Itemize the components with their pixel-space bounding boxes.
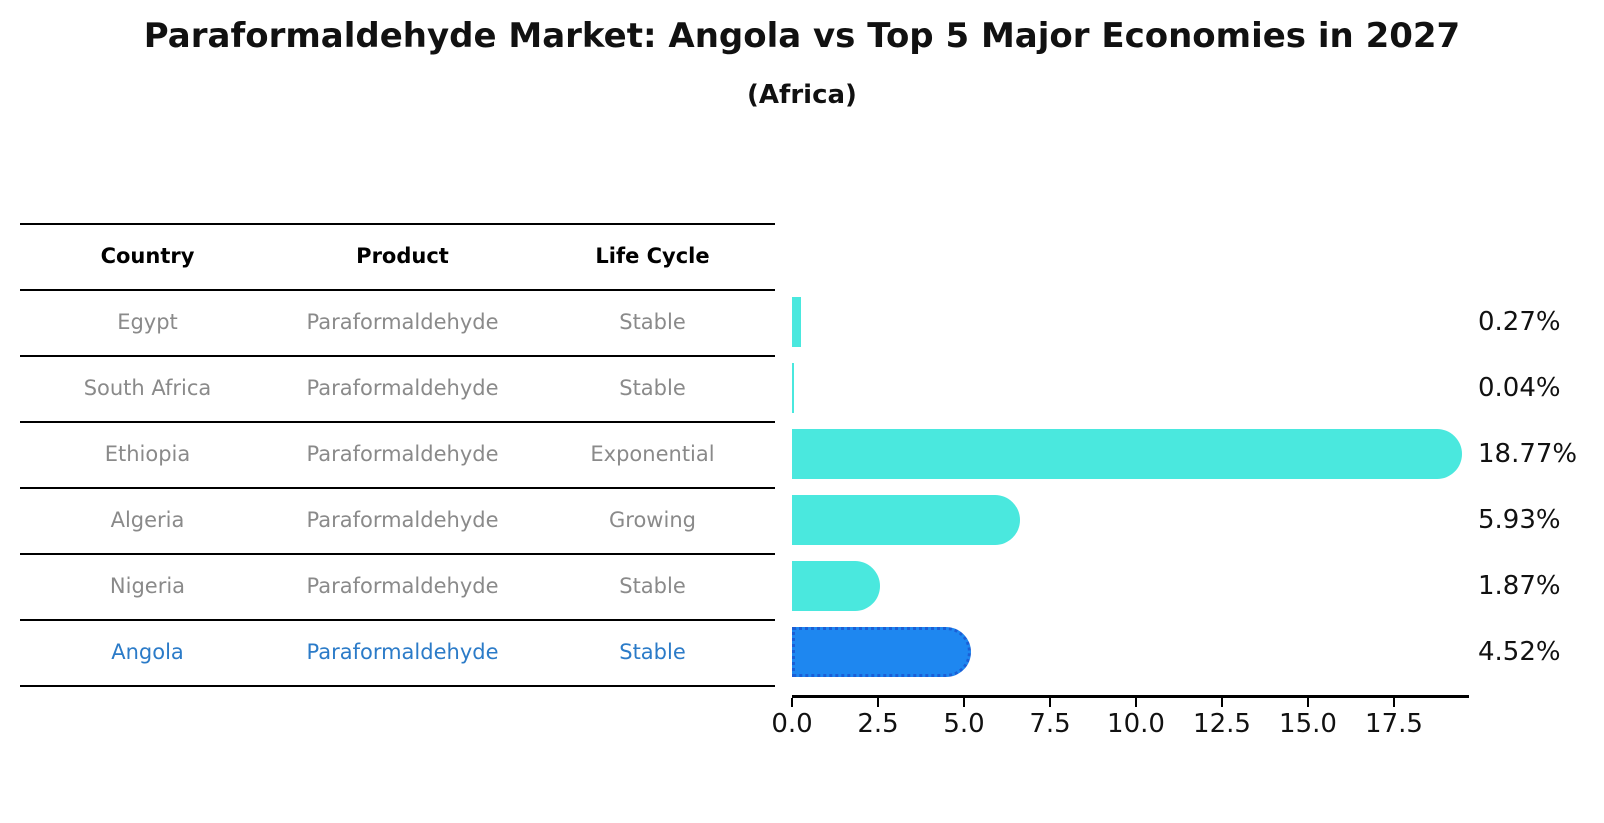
table-row: Nigeria Paraformaldehyde Stable [20, 553, 775, 619]
cell-life-cycle: Exponential [590, 442, 715, 466]
table-header-row: Country Product Life Cycle [20, 223, 775, 289]
cell-country: Ethiopia [104, 442, 191, 466]
value-label: 0.04% [1478, 373, 1561, 403]
bar-egypt [792, 297, 802, 347]
cell-country: Angola [111, 640, 184, 664]
row-divider [20, 685, 775, 687]
table-row: Egypt Paraformaldehyde Stable [20, 289, 775, 355]
x-tick [1135, 698, 1137, 707]
cell-product: Paraformaldehyde [306, 574, 499, 598]
x-tick-label: 7.5 [1029, 709, 1071, 739]
x-tick [1393, 698, 1395, 707]
table-row: Ethiopia Paraformaldehyde Exponential [20, 421, 775, 487]
cell-life-cycle: Stable [619, 310, 686, 334]
cell-product: Paraformaldehyde [306, 640, 499, 664]
x-axis-line [792, 695, 1469, 698]
x-tick-label: 2.5 [857, 709, 899, 739]
row-divider [20, 421, 775, 423]
value-label: 5.93% [1478, 505, 1561, 535]
cell-country: Egypt [117, 310, 178, 334]
table-row: Angola Paraformaldehyde Stable [20, 619, 775, 685]
row-divider [20, 487, 775, 489]
cell-product: Paraformaldehyde [306, 442, 499, 466]
table-row: Algeria Paraformaldehyde Growing [20, 487, 775, 553]
bar-ethiopia [792, 429, 1462, 479]
row-divider [20, 619, 775, 621]
header-cell-product: Product [356, 244, 449, 268]
cell-life-cycle: Growing [609, 508, 696, 532]
cell-life-cycle: Stable [619, 574, 686, 598]
x-tick-label: 15.0 [1279, 709, 1337, 739]
cell-country: South Africa [83, 376, 212, 400]
cell-product: Paraformaldehyde [306, 508, 499, 532]
cell-country: Algeria [110, 508, 185, 532]
row-divider [20, 223, 775, 225]
header-cell-life-cycle: Life Cycle [595, 244, 710, 268]
x-tick [791, 698, 793, 707]
cell-life-cycle: Stable [619, 376, 686, 400]
row-divider [20, 553, 775, 555]
cell-life-cycle: Stable [619, 640, 686, 664]
cell-country: Nigeria [109, 574, 186, 598]
cell-product: Paraformaldehyde [306, 310, 499, 334]
bar-south-africa [792, 363, 794, 413]
x-tick [877, 698, 879, 707]
x-tick [1307, 698, 1309, 707]
value-label: 0.27% [1478, 307, 1561, 337]
x-tick [963, 698, 965, 707]
cell-product: Paraformaldehyde [306, 376, 499, 400]
x-tick-label: 10.0 [1107, 709, 1165, 739]
bar-nigeria [792, 561, 881, 611]
row-divider [20, 289, 775, 291]
header-cell-country: Country [100, 244, 195, 268]
value-label: 18.77% [1478, 439, 1578, 469]
x-tick [1221, 698, 1223, 707]
bar-algeria [792, 495, 1020, 545]
page-subtitle: (Africa) [747, 80, 857, 110]
x-tick-label: 12.5 [1193, 709, 1251, 739]
table-row: South Africa Paraformaldehyde Stable [20, 355, 775, 421]
x-tick-label: 0.0 [771, 709, 813, 739]
x-tick-label: 5.0 [943, 709, 985, 739]
row-divider [20, 355, 775, 357]
value-label: 1.87% [1478, 571, 1561, 601]
page-title: Paraformaldehyde Market: Angola vs Top 5… [143, 16, 1461, 56]
x-tick [1049, 698, 1051, 707]
value-label: 4.52% [1478, 637, 1561, 667]
x-tick-label: 17.5 [1365, 709, 1423, 739]
bar-angola [792, 627, 972, 677]
